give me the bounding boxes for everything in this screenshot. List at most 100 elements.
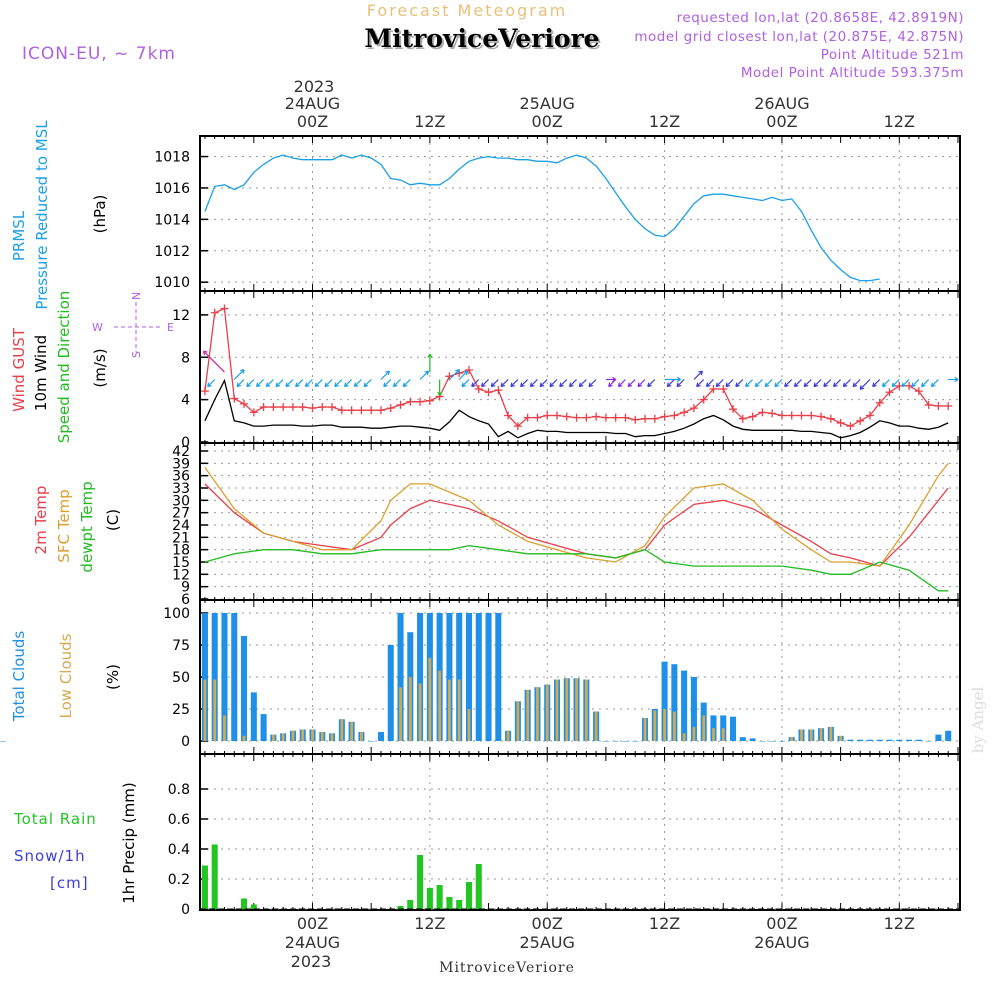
rain-bar bbox=[250, 904, 257, 909]
rain-bar bbox=[465, 882, 473, 909]
rain-bar bbox=[426, 888, 433, 909]
wind-arrow-head bbox=[256, 382, 261, 388]
gust-marker bbox=[934, 401, 943, 410]
wind-direction-arrow bbox=[578, 379, 587, 387]
wind-direction-arrow bbox=[725, 379, 734, 387]
closest-grid-location: model grid closest lon,lat (20.875E, 42.… bbox=[634, 29, 964, 45]
panel-frame bbox=[199, 442, 961, 601]
low-cloud-bar bbox=[340, 719, 344, 741]
wind-direction-arrow bbox=[334, 379, 343, 387]
top-date-label: 26AUG bbox=[754, 94, 809, 113]
wind-arrow-head bbox=[803, 382, 809, 388]
gust-marker bbox=[200, 387, 209, 396]
gust-marker bbox=[543, 411, 552, 420]
low-cloud-bar bbox=[800, 729, 803, 741]
bottom-tick-label: 12Z bbox=[884, 914, 915, 933]
y-tick-label: 1010 bbox=[154, 275, 190, 291]
total-cloud-bar bbox=[896, 739, 903, 741]
y-tick-label: 1014 bbox=[154, 212, 190, 228]
low-cloud-bar bbox=[545, 684, 549, 741]
watermark: by Angel bbox=[969, 686, 987, 753]
low-cloud-bar bbox=[721, 728, 725, 741]
wind-direction-arrow bbox=[363, 379, 372, 387]
wind-direction-arrow bbox=[852, 379, 861, 387]
gust-marker bbox=[621, 413, 630, 422]
gust-marker bbox=[660, 412, 669, 421]
rain-bar bbox=[456, 900, 463, 909]
wind-gust-label: Wind GUST bbox=[10, 327, 28, 412]
total-cloud-bar bbox=[377, 732, 384, 741]
gust-marker bbox=[386, 404, 395, 413]
wind-direction-arrow bbox=[458, 370, 469, 380]
y-tick-label: 50 bbox=[172, 670, 190, 686]
low-cloud-bar bbox=[399, 687, 402, 741]
total-cloud-bar bbox=[759, 741, 766, 742]
rain-bar bbox=[397, 906, 404, 909]
gust-marker bbox=[592, 412, 601, 421]
gust-marker bbox=[631, 415, 640, 424]
gust-marker bbox=[494, 386, 503, 395]
gust-marker bbox=[582, 413, 591, 422]
gust-marker bbox=[865, 411, 874, 420]
wind-direction-arrow bbox=[872, 379, 881, 387]
wind-direction-arrow bbox=[203, 350, 225, 373]
wind-direction-arrow bbox=[696, 379, 705, 387]
wind-arrow-head bbox=[891, 382, 897, 388]
series-line-dewpt-temp bbox=[204, 544, 949, 592]
wind-arrow-head bbox=[833, 382, 838, 388]
y-tick-label: 75 bbox=[172, 638, 190, 654]
gust-marker bbox=[513, 422, 522, 431]
bottom-year-label: 2023 bbox=[291, 952, 332, 971]
gust-marker bbox=[601, 413, 610, 422]
gust-marker bbox=[396, 400, 405, 409]
gust-marker bbox=[611, 413, 620, 422]
prmsl-label: PRMSL bbox=[10, 210, 28, 261]
wind-arrow-head bbox=[588, 382, 594, 388]
total-cloud-bar bbox=[857, 739, 864, 741]
wind-direction-arrow bbox=[530, 379, 538, 387]
gust-marker bbox=[797, 411, 806, 420]
wind-direction-arrow bbox=[285, 379, 294, 387]
gust-marker bbox=[533, 413, 542, 422]
requested-location: requested lon,lat (20.8658E, 42.8919N) bbox=[677, 10, 964, 26]
low-cloud-bar bbox=[555, 679, 559, 741]
wind-arrow-head bbox=[265, 382, 271, 388]
gust-marker bbox=[308, 404, 317, 413]
total-cloud-bar bbox=[495, 613, 502, 741]
gust-marker bbox=[885, 388, 894, 397]
series-line-2m-temp bbox=[204, 483, 949, 567]
low-cloud-bar bbox=[643, 717, 647, 741]
wind-arrow-head bbox=[490, 382, 496, 388]
low-cloud-bar bbox=[702, 715, 706, 741]
y-tick-label: 36 bbox=[172, 469, 190, 485]
low-cloud-bar bbox=[213, 679, 217, 741]
gust-marker bbox=[220, 304, 229, 313]
wind-direction-arrow bbox=[666, 379, 675, 387]
wind-direction-arrow bbox=[481, 379, 489, 387]
wind-arrow-head bbox=[324, 382, 330, 388]
low-cloud-bar bbox=[682, 733, 686, 741]
wind-arrow-head bbox=[823, 382, 828, 388]
compass-west: W bbox=[92, 321, 103, 334]
gust-marker bbox=[210, 308, 219, 317]
panel-frame bbox=[199, 753, 961, 911]
y-tick-label: 25 bbox=[172, 702, 190, 718]
wind-panel: 0 4 8 12 bbox=[172, 291, 961, 451]
wind-arrow-head bbox=[539, 382, 545, 388]
wind-direction-arrow bbox=[676, 379, 685, 387]
bottom-tick-label: 00Z bbox=[766, 914, 797, 933]
pressure-msl-label: Pressure Reduced to MSL bbox=[33, 120, 51, 310]
wind-arrow-head bbox=[427, 353, 433, 358]
wind-arrow-head bbox=[246, 382, 251, 388]
low-cloud-bar bbox=[575, 678, 578, 741]
gust-marker bbox=[484, 388, 493, 397]
forecast-subtitle: Forecast Meteogram bbox=[367, 1, 567, 20]
total-cloud-bar bbox=[485, 613, 492, 741]
total-cloud-bar bbox=[866, 739, 873, 741]
wind-direction-arrow bbox=[393, 379, 401, 387]
total-cloud-bar bbox=[250, 692, 257, 741]
gust-marker bbox=[777, 411, 786, 420]
gust-marker bbox=[425, 396, 434, 405]
y-tick-label: 1012 bbox=[154, 244, 190, 260]
